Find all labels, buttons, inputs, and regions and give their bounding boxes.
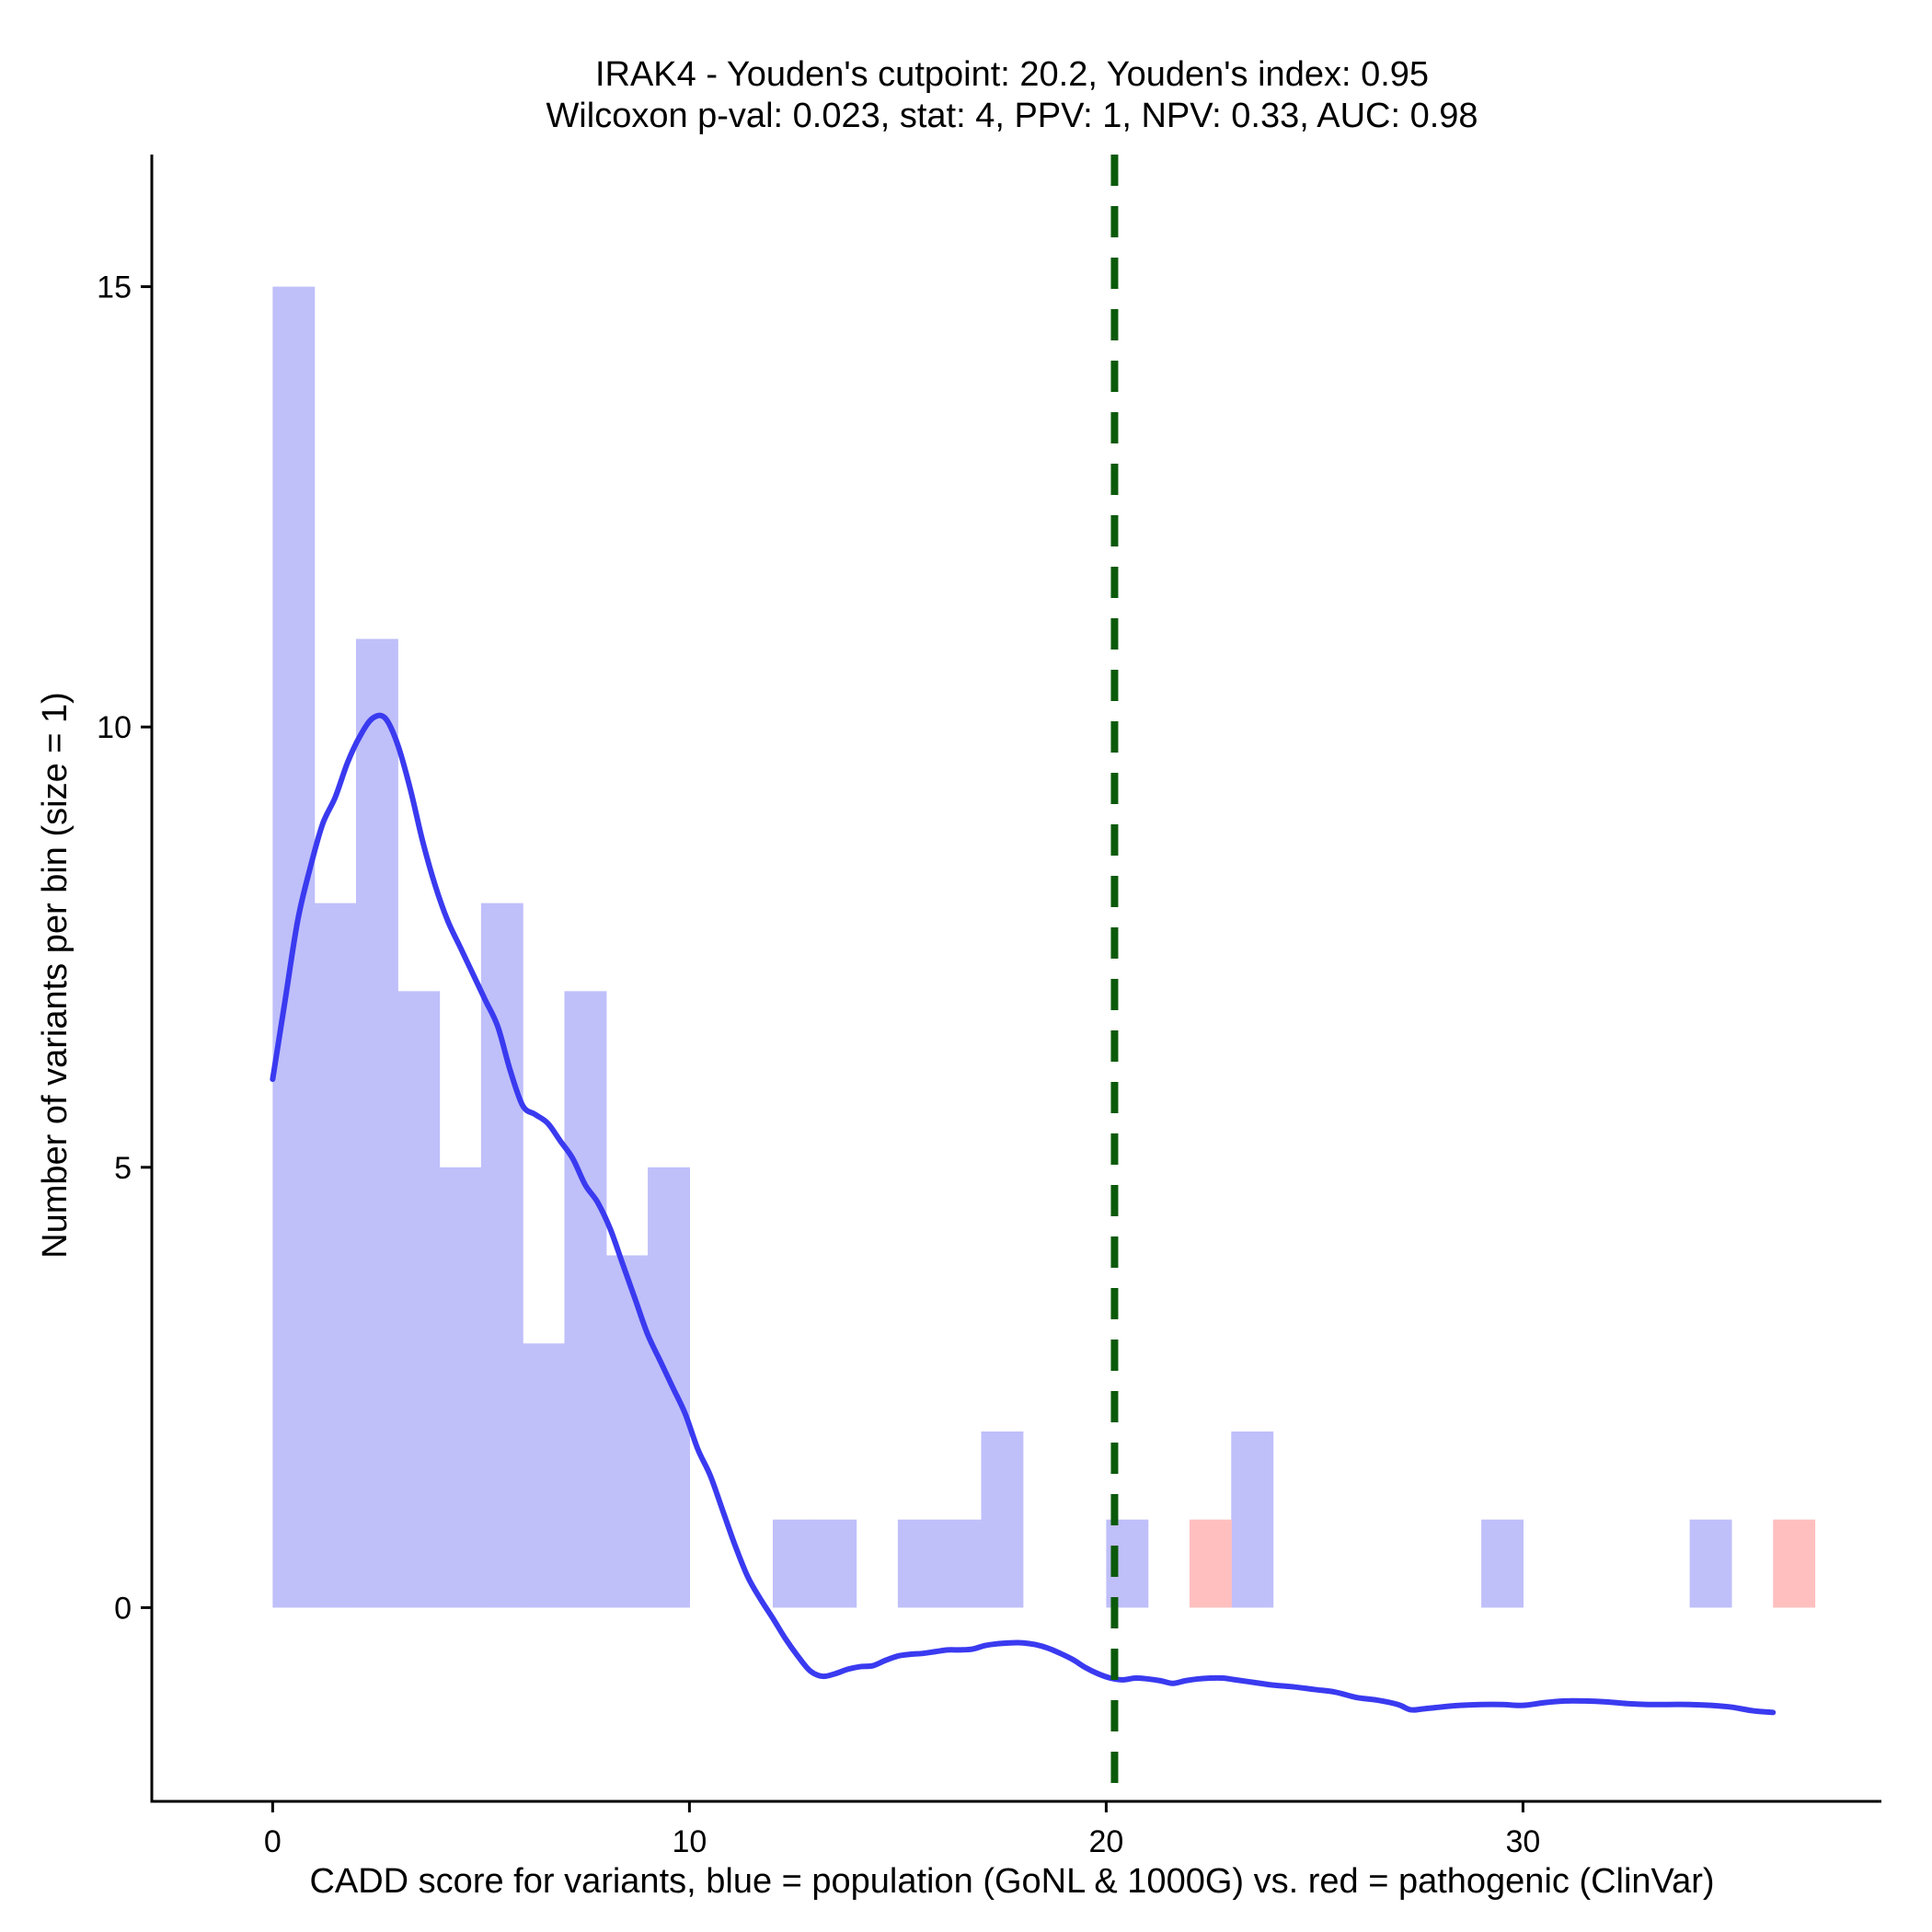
population-bar-11 [814,1519,857,1608]
axes [150,155,1881,1803]
population-bar-9 [648,1167,690,1608]
axis-ticks: 0 10 20 30 0 5 10 15 [97,270,1540,1859]
population-bar-1 [314,903,357,1608]
population-bar-3 [397,991,441,1608]
pathogenic-bar-1 [1773,1519,1816,1608]
population-bar-14 [981,1431,1024,1608]
population-bar-5 [480,903,523,1608]
histogram-bars [272,286,1816,1608]
y-axis-title: Number of variants per bin (size = 1) [36,692,75,1259]
y-tick-label-2: 10 [97,710,132,745]
population-bar-13 [939,1519,983,1608]
chart-title-line-2: Wilcoxon p-val: 0.023, stat: 4, PPV: 1, … [546,97,1478,135]
x-tick-label-3: 30 [1505,1824,1540,1859]
x-tick-label-0: 0 [264,1824,282,1859]
population-bar-18 [1689,1519,1732,1608]
population-bar-4 [439,1167,482,1608]
y-tick-label-0: 0 [114,1591,132,1626]
y-tick-label-1: 5 [114,1151,132,1186]
population-bar-8 [605,1255,649,1608]
population-bar-17 [1481,1519,1524,1608]
density-curve [270,712,1777,1716]
population-bar-12 [897,1519,940,1608]
x-tick-label-2: 20 [1088,1824,1123,1859]
x-axis-title: CADD score for variants, blue = populati… [309,1862,1714,1901]
population-bar-16 [1231,1431,1274,1608]
chart-title-line-1: IRAK4 - Youden's cutpoint: 20.2, Youden'… [595,55,1429,94]
population-bar-2 [355,638,398,1608]
x-tick-label-1: 10 [672,1824,707,1859]
population-bar-7 [564,991,607,1608]
population-bar-10 [772,1519,815,1608]
y-tick-label-3: 15 [97,270,132,305]
density-curve-layer [270,712,1777,1716]
pathogenic-bar-0 [1190,1519,1232,1608]
population-bar-6 [523,1343,566,1608]
